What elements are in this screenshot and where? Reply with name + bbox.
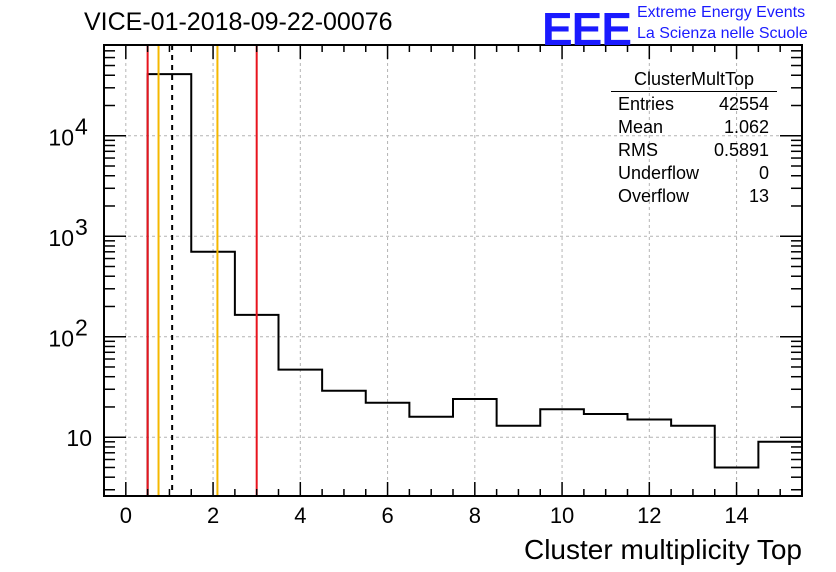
x-tick-label: 10	[550, 503, 574, 528]
y-tick-label: 10	[48, 125, 74, 151]
stats-label: RMS	[618, 140, 658, 160]
stats-row: Underflow 0	[611, 163, 777, 186]
y-tick-label: 10	[66, 425, 92, 451]
y-tick-label: 10	[48, 225, 74, 251]
x-tick-label: 0	[120, 503, 132, 528]
x-tick-label: 6	[381, 503, 393, 528]
x-axis-ticks: 0 2 4 6 8 10 12 14	[120, 45, 781, 528]
chart-title: VICE-01-2018-09-22-00076	[84, 8, 393, 36]
logo-line-1: Extreme Energy Events	[637, 4, 806, 21]
stats-row: Entries 42554	[611, 94, 777, 117]
x-tick-label: 2	[207, 503, 219, 528]
stats-label: Entries	[618, 94, 675, 114]
stats-value: 42554	[718, 94, 769, 114]
x-tick-label: 4	[294, 503, 306, 528]
y-tick-exponent: 2	[75, 315, 88, 341]
eee-logo: EEE	[542, 3, 632, 55]
histogram-bars	[146, 73, 802, 496]
x-tick-label: 14	[724, 503, 748, 528]
stats-title: ClusterMultTop	[611, 69, 777, 92]
stats-box: ClusterMultTop Entries 42554 Mean 1.062 …	[611, 69, 777, 209]
grid-lines	[104, 45, 802, 496]
x-tick-label: 8	[469, 503, 481, 528]
stats-value: 13	[748, 186, 769, 206]
stats-label: Underflow	[618, 163, 700, 183]
stats-row: Overflow 13	[611, 186, 777, 209]
y-tick-exponent: 4	[75, 114, 88, 140]
stats-row: RMS 0.5891	[611, 140, 777, 163]
x-tick-label: 12	[637, 503, 661, 528]
logo-line-2: La Scienza nelle Scuole	[637, 25, 808, 42]
y-tick-label: 10	[48, 326, 74, 352]
y-tick-exponent: 3	[75, 214, 88, 240]
stats-label: Overflow	[618, 186, 690, 206]
stats-value: 0.5891	[713, 140, 769, 160]
stats-value: 1.062	[723, 117, 769, 137]
stats-value: 0	[758, 163, 769, 183]
stats-row: Mean 1.062	[611, 117, 777, 140]
marker-lines	[146, 45, 258, 496]
histogram-outline	[146, 73, 802, 496]
stats-label: Mean	[618, 117, 664, 137]
x-axis-label: Cluster multiplicity Top	[523, 534, 802, 565]
